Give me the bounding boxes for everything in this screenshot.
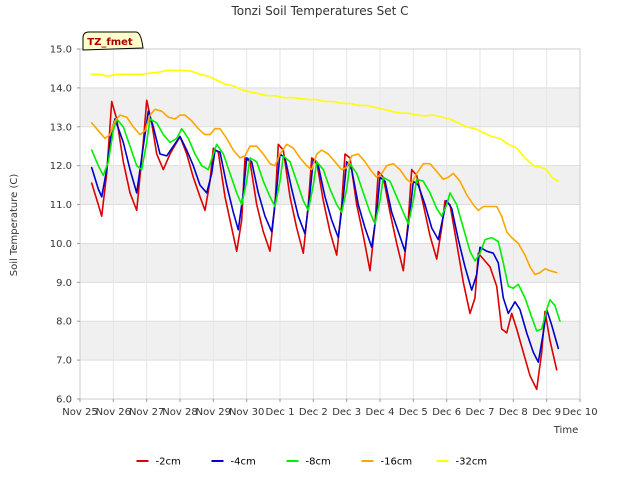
x-tick-label: Nov 26 xyxy=(96,407,131,418)
y-axis-title: Soil Temperature (C) xyxy=(9,174,20,277)
plot-band xyxy=(80,87,580,127)
series-lines xyxy=(90,69,561,391)
x-tick-label: Nov 25 xyxy=(62,407,97,418)
y-tick-label: 10.0 xyxy=(50,239,72,250)
plot-frame xyxy=(79,48,581,400)
series-line-minus-32cm xyxy=(90,69,560,182)
x-tick-label: Dec 1 xyxy=(266,407,295,418)
x-tick-label: Dec 6 xyxy=(432,407,461,418)
series-line-minus-2cm xyxy=(90,99,558,391)
plot-band xyxy=(80,165,580,205)
legend-label: -2cm xyxy=(156,457,181,468)
plot-band xyxy=(80,321,580,361)
legend-item: -2cm xyxy=(136,457,181,468)
legend-item: -16cm xyxy=(361,457,413,468)
y-tick-label: 11.0 xyxy=(50,200,72,211)
legend-item: -8cm xyxy=(286,457,331,468)
x-tick-label: Nov 29 xyxy=(196,407,231,418)
y-tick-label: 8.0 xyxy=(56,317,72,328)
station-tag-label: TZ_fmet xyxy=(87,37,133,48)
x-tick-label: Nov 28 xyxy=(162,407,197,418)
x-axis-title: Time xyxy=(553,425,578,436)
x-tick-label: Dec 9 xyxy=(532,407,561,418)
plot-band xyxy=(80,204,580,244)
x-tick-label: Nov 30 xyxy=(229,407,264,418)
y-tick-label: 12.0 xyxy=(50,161,72,172)
x-tick-label: Dec 8 xyxy=(499,407,528,418)
legend-label: -8cm xyxy=(306,457,331,468)
series-line-minus-8cm xyxy=(90,118,561,332)
y-tick-label: 6.0 xyxy=(56,395,72,406)
station-tag: TZ_fmet xyxy=(82,31,144,51)
x-tick-label: Dec 7 xyxy=(466,407,495,418)
y-tick-label: 14.0 xyxy=(50,83,72,94)
x-tick-label: Dec 2 xyxy=(299,407,328,418)
x-tick-label: Dec 4 xyxy=(366,407,395,418)
legend-item: -4cm xyxy=(211,457,256,468)
chart-title: Tonzi Soil Temperatures Set C xyxy=(230,4,408,18)
x-tick-label: Dec 5 xyxy=(399,407,428,418)
legend-label: -32cm xyxy=(456,457,488,468)
legend-label: -4cm xyxy=(231,457,256,468)
x-tick-label: Dec 3 xyxy=(332,407,361,418)
x-tick-label: Dec 10 xyxy=(562,407,597,418)
y-tick-label: 15.0 xyxy=(50,45,72,56)
y-tick-label: 9.0 xyxy=(56,278,72,289)
x-tick-label: Nov 27 xyxy=(129,407,164,418)
legend-item: -32cm xyxy=(436,457,488,468)
plot-band xyxy=(80,360,580,399)
y-tick-label: 13.0 xyxy=(50,122,72,133)
station-tag-box xyxy=(82,31,144,51)
legend: -2cm -4cm -8cm -16cm -32cm xyxy=(136,457,488,468)
legend-label: -16cm xyxy=(381,457,413,468)
plot-band xyxy=(80,49,580,88)
y-axis-ticks: 6.0 7.0 8.0 9.0 10.0 11.0 12.0 13.0 14.0 15.0 xyxy=(50,45,80,406)
plot-band xyxy=(80,243,580,283)
y-tick-label: 7.0 xyxy=(56,356,72,367)
series-line-minus-16cm xyxy=(90,108,558,276)
